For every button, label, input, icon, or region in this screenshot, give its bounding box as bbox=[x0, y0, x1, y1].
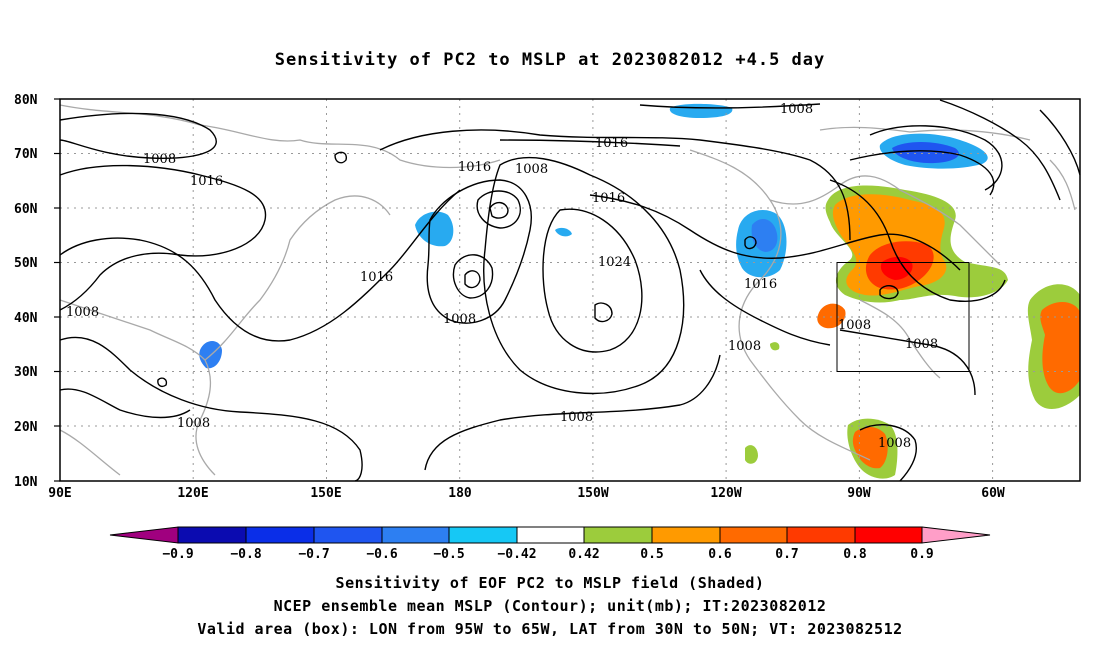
lat-label-60n: 60N bbox=[14, 202, 38, 217]
lat-label-10n: 10N bbox=[14, 475, 38, 490]
footer-line-1: Sensitivity of EOF PC2 to MSLP field (Sh… bbox=[335, 574, 765, 592]
lat-label-30n: 30N bbox=[14, 365, 38, 380]
map-title: Sensitivity of PC2 to MSLP at 2023082012… bbox=[274, 50, 826, 70]
colorbar-box bbox=[177, 526, 247, 544]
contour-label: 1008 bbox=[443, 312, 476, 327]
positive-area-florida bbox=[817, 303, 846, 329]
lat-label-40n: 40N bbox=[14, 311, 38, 326]
colorbar-low-triangle bbox=[109, 526, 179, 544]
colorbar-tick-label: 0.9 bbox=[910, 547, 933, 562]
contour-label: 1024 bbox=[598, 255, 631, 270]
mslp-contours bbox=[59, 99, 1081, 482]
colorbar-high-triangle bbox=[921, 526, 991, 544]
lat-label-20n: 20N bbox=[14, 420, 38, 435]
colorbar-box bbox=[448, 526, 518, 544]
negative-area-bering bbox=[415, 211, 454, 247]
colorbar-box bbox=[583, 526, 653, 544]
colorbar-box bbox=[651, 526, 721, 544]
colorbar-tick-label: −0.5 bbox=[433, 547, 464, 562]
positive-area-small-2 bbox=[770, 342, 780, 351]
lon-label-150e: 150E bbox=[310, 486, 341, 501]
footer-line-2: NCEP ensemble mean MSLP (Contour); unit(… bbox=[273, 597, 827, 615]
footer-line-3: Valid area (box): LON from 95W to 65W, L… bbox=[197, 620, 903, 638]
contour-label: 1008 bbox=[177, 416, 210, 431]
shaded-sensitivity-areas bbox=[199, 103, 1080, 479]
contour-label: 1008 bbox=[515, 162, 548, 177]
contour-label: 1008 bbox=[905, 337, 938, 352]
lat-label-50n: 50N bbox=[14, 256, 38, 271]
contour-label: 1008 bbox=[560, 410, 593, 425]
contour-label: 1016 bbox=[190, 174, 223, 189]
negative-area-canada-core bbox=[751, 218, 778, 252]
colorbar-tick-label: 0.5 bbox=[640, 547, 663, 562]
lon-label-90w: 90W bbox=[847, 486, 871, 501]
colorbar-tick-label: 0.6 bbox=[708, 547, 732, 562]
colorbar-tick-label: −0.8 bbox=[230, 547, 261, 562]
map-frame bbox=[59, 98, 1081, 482]
contour-label: 1016 bbox=[592, 191, 625, 206]
colorbar-box bbox=[313, 526, 383, 544]
negative-area-greenland-core bbox=[892, 142, 959, 164]
contour-label: 1008 bbox=[143, 152, 176, 167]
contour-label: 1008 bbox=[878, 436, 911, 451]
colorbar bbox=[109, 526, 991, 544]
colorbar-tick-label: −0.7 bbox=[298, 547, 329, 562]
negative-area-small-pacific bbox=[555, 227, 572, 237]
lon-label-60w: 60W bbox=[981, 486, 1005, 501]
positive-area-small-1 bbox=[745, 445, 758, 464]
colorbar-box bbox=[854, 526, 923, 544]
lon-label-120e: 120E bbox=[177, 486, 208, 501]
lon-label-90e: 90E bbox=[48, 486, 71, 501]
colorbar-tick-label: −0.6 bbox=[366, 547, 397, 562]
contour-label: 1016 bbox=[595, 136, 628, 151]
colorbar-box bbox=[381, 526, 450, 544]
contour-label: 1016 bbox=[744, 277, 777, 292]
colorbar-box bbox=[786, 526, 856, 544]
lon-label-180: 180 bbox=[448, 486, 472, 501]
positive-area-caribbean-core bbox=[852, 426, 888, 469]
lat-ticks bbox=[54, 98, 60, 482]
colorbar-box bbox=[245, 526, 315, 544]
lon-label-150w: 150W bbox=[577, 486, 608, 501]
contour-label: 1016 bbox=[458, 160, 491, 175]
colorbar-ticks: −0.9 −0.8 −0.7 −0.6 −0.5 −0.42 0.42 0.5 … bbox=[162, 547, 933, 562]
contour-label: 1008 bbox=[838, 318, 871, 333]
colorbar-box bbox=[516, 526, 585, 544]
coastlines bbox=[59, 104, 1076, 476]
colorbar-tick-label: −0.9 bbox=[162, 547, 193, 562]
lat-label-80n: 80N bbox=[14, 93, 38, 108]
colorbar-tick-label: 0.8 bbox=[843, 547, 867, 562]
lat-lon-grid bbox=[60, 99, 1080, 481]
colorbar-tick-label: −0.42 bbox=[497, 547, 536, 562]
positive-area-east-atlantic-core bbox=[1040, 301, 1080, 394]
contour-label: 1008 bbox=[728, 339, 761, 354]
contour-label: 1008 bbox=[780, 102, 813, 117]
lat-label-70n: 70N bbox=[14, 147, 38, 162]
contour-label: 1008 bbox=[66, 305, 99, 320]
latitude-labels: 80N 70N 60N 50N 40N 30N 20N 10N bbox=[14, 93, 38, 490]
lon-label-120w: 120W bbox=[710, 486, 741, 501]
colorbar-box bbox=[719, 526, 788, 544]
contour-labels: 1008 1008 1016 1016 1008 1016 1008 1016 … bbox=[66, 102, 938, 451]
longitude-labels: 90E 120E 150E 180 150W 120W 90W 60W bbox=[48, 486, 1005, 501]
negative-area-arctic bbox=[669, 103, 733, 118]
colorbar-tick-label: 0.42 bbox=[568, 547, 599, 562]
contour-label: 1016 bbox=[360, 270, 393, 285]
valid-area-box bbox=[836, 262, 970, 372]
colorbar-tick-label: 0.7 bbox=[775, 547, 798, 562]
